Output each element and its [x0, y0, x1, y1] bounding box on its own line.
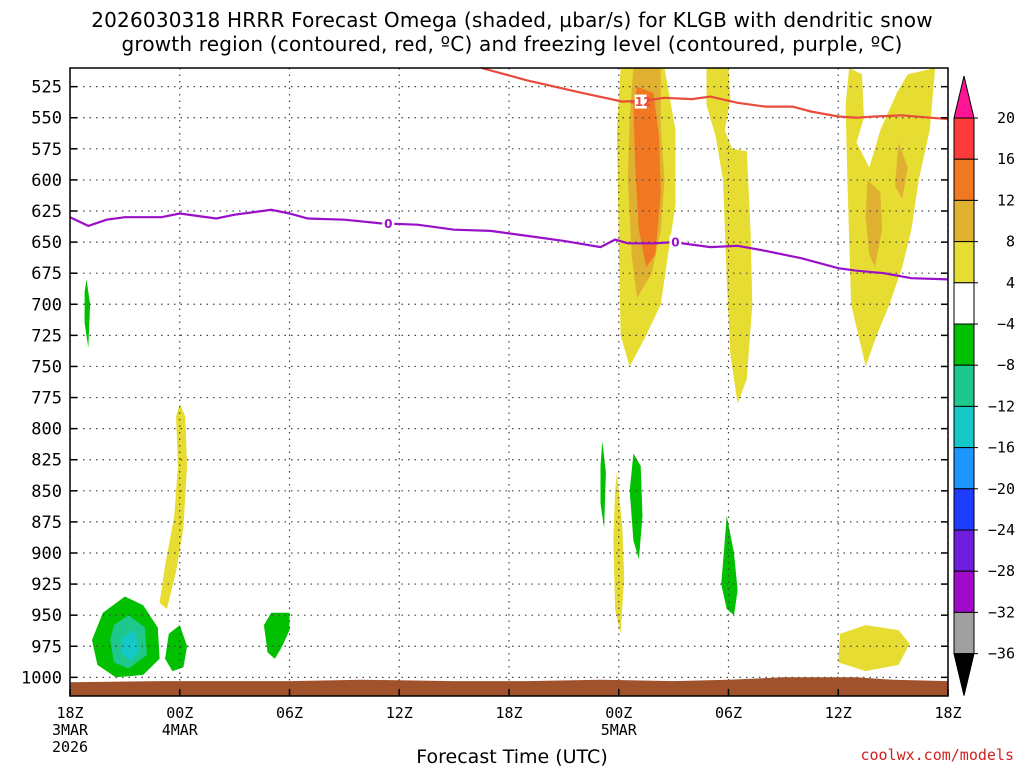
chart-title-line1: 2026030318 HRRR Forecast Omega (shaded, … — [91, 8, 933, 32]
colorbar-label-5: −4 — [997, 315, 1015, 333]
colorbar-swatch-13 — [953, 611, 975, 655]
colorbar-label-9: −20 — [988, 480, 1015, 498]
omega-region-10 — [84, 279, 91, 348]
y-tick-label-6: 675 — [31, 264, 62, 284]
omega-region-5 — [865, 179, 883, 267]
y-tick-label-12: 825 — [31, 451, 62, 471]
y-tick-label-14: 875 — [31, 513, 62, 533]
x-tick-date-5: 5MAR — [601, 721, 638, 739]
x-tick-label-4: 18Z — [495, 704, 522, 722]
y-tick-label-8: 725 — [31, 326, 62, 346]
x-tick-label-2: 06Z — [276, 704, 303, 722]
y-tick-label-18: 975 — [31, 637, 62, 657]
colorbar-label-3: 8 — [1006, 233, 1015, 251]
omega-region-4 — [845, 68, 936, 367]
y-tick-label-3: 600 — [31, 171, 62, 191]
y-tick-label-17: 950 — [31, 606, 62, 626]
colorbar-swatch-6 — [953, 323, 975, 366]
colorbar-label-11: −28 — [988, 562, 1015, 580]
chart-grid — [69, 68, 949, 696]
x-tick-label-0: 18Z — [56, 704, 83, 722]
contour-lines: -12 0 0 — [69, 66, 949, 281]
contour-label-bg-0-0 — [634, 94, 647, 109]
omega-region-14 — [165, 625, 188, 672]
colorbar-swatch-5 — [953, 282, 975, 325]
omega-region-2 — [633, 86, 661, 267]
y-tick-label-2: 575 — [31, 140, 62, 160]
chart-title-line2: growth region (contoured, red, ºC) and f… — [121, 32, 903, 56]
omega-region-13 — [121, 630, 140, 662]
x-tick-label-8: 18Z — [934, 704, 961, 722]
y-tick-label-19: 1000 — [21, 668, 62, 688]
colorbar-swatch-10 — [953, 488, 975, 531]
colorbar-label-4: 4 — [1006, 274, 1015, 292]
x-axis-label: Forecast Time (UTC) — [416, 746, 608, 768]
colorbar-label-8: −16 — [988, 439, 1015, 457]
colorbar-label-6: −8 — [997, 356, 1015, 374]
x-tick-date-1: 4MAR — [162, 721, 199, 739]
contour-label-bg-1-0 — [382, 216, 395, 231]
x-tick-label-3: 12Z — [386, 704, 413, 722]
y-tick-label-0: 525 — [31, 78, 62, 98]
y-tick-label-15: 900 — [31, 544, 62, 564]
colorbar-swatch-1 — [953, 117, 975, 160]
y-axis: 525 550 575 600 625 650 675 700 725 750 775 800 825 8… — [21, 78, 948, 688]
contour-label-1-1: 0 — [671, 236, 679, 250]
colorbar-swatch-4 — [953, 241, 975, 284]
omega-region-17 — [629, 453, 643, 560]
credit-text: coolwx.com/models — [860, 746, 1014, 764]
x-tick-date-0: 3MAR — [52, 721, 89, 739]
omega-shaded-regions — [84, 68, 936, 678]
colorbar-label-0: 20 — [997, 109, 1015, 127]
colorbar-swatch-8 — [953, 405, 975, 449]
y-tick-label-7: 700 — [31, 295, 62, 315]
omega-region-15 — [263, 612, 290, 659]
y-tick-label-13: 850 — [31, 482, 62, 502]
omega-region-9 — [838, 625, 910, 672]
y-tick-label-16: 925 — [31, 575, 62, 595]
colorbar-swatch-2 — [953, 158, 975, 201]
omega-region-3 — [706, 68, 753, 404]
colorbar-label-7: −12 — [988, 397, 1015, 415]
colorbar: 20 16 12 8 4 −4 −8 −12 −16 −20 −24 −28 −32 −36 — [953, 75, 1015, 696]
contour-label-bg-1-1 — [669, 235, 682, 250]
omega-region-18 — [721, 515, 738, 616]
y-tick-label-5: 650 — [31, 233, 62, 253]
colorbar-label-1: 16 — [997, 150, 1015, 168]
colorbar-bottom-arrow — [953, 653, 975, 696]
contour-line-0 — [481, 66, 949, 121]
x-tick-year-0: 2026 — [52, 738, 88, 756]
contour-label-0-0: -12 — [630, 95, 652, 109]
colorbar-swatch-11 — [953, 529, 975, 572]
y-tick-label-10: 775 — [31, 389, 62, 409]
colorbar-swatch-12 — [953, 570, 975, 613]
y-tick-label-11: 800 — [31, 420, 62, 440]
contour-label-1-0: 0 — [384, 217, 392, 231]
omega-region-7 — [159, 403, 188, 609]
omega-region-8 — [613, 472, 625, 634]
colorbar-swatch-3 — [953, 199, 975, 243]
contour-line-1 — [69, 208, 949, 281]
y-tick-label-1: 550 — [31, 109, 62, 129]
colorbar-swatch-7 — [953, 364, 975, 407]
x-tick-label-1: 00Z — [166, 704, 193, 722]
x-tick-label-7: 12Z — [825, 704, 852, 722]
x-tick-label-5: 00Z — [605, 704, 632, 722]
colorbar-label-2: 12 — [997, 191, 1015, 209]
omega-region-16 — [600, 441, 606, 529]
y-tick-label-9: 750 — [31, 357, 62, 377]
colorbar-label-12: −32 — [988, 603, 1015, 621]
colorbar-swatch-9 — [953, 447, 975, 490]
colorbar-top-arrow — [953, 75, 975, 119]
omega-region-6 — [895, 142, 908, 199]
colorbar-label-10: −24 — [988, 521, 1015, 539]
colorbar-label-13: −36 — [988, 645, 1015, 663]
y-tick-label-4: 625 — [31, 202, 62, 222]
x-tick-label-6: 06Z — [715, 704, 742, 722]
